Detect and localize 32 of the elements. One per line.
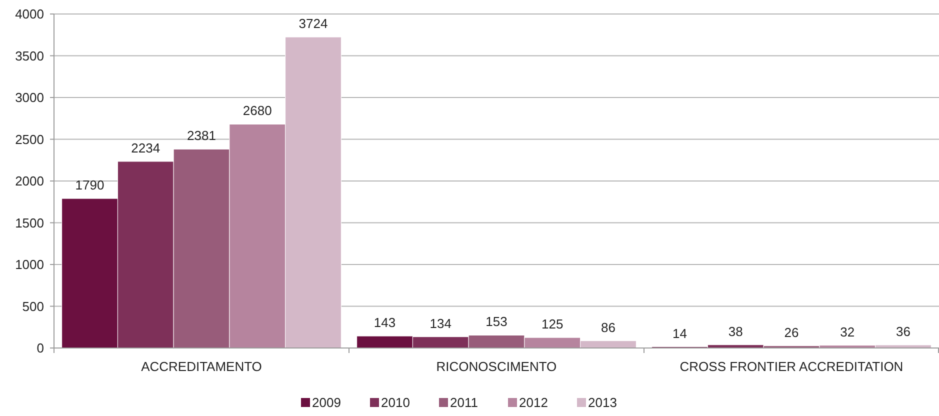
y-tick-label: 4000 — [15, 6, 44, 22]
legend-label: 2013 — [588, 395, 617, 410]
legend-label: 2011 — [450, 395, 478, 410]
y-tick-label: 0 — [36, 340, 44, 356]
data-label: 38 — [728, 324, 743, 339]
data-label: 86 — [601, 320, 616, 335]
y-tick-label: 3500 — [15, 48, 44, 64]
legend-label: 2012 — [519, 395, 548, 410]
data-label: 32 — [840, 324, 855, 340]
legend-label: 2010 — [381, 395, 410, 410]
data-label: 36 — [896, 324, 910, 339]
data-label: 2381 — [187, 128, 216, 144]
y-tick-label: 1500 — [15, 215, 44, 230]
y-tick-label: 3000 — [15, 90, 44, 106]
data-label: 134 — [430, 316, 452, 331]
x-tick-label: RICONOSCIMENTO — [436, 359, 557, 374]
data-label: 3724 — [298, 16, 328, 32]
data-label: 143 — [374, 315, 396, 330]
data-label: 153 — [486, 314, 508, 330]
x-tick-label: CROSS FRONTIER ACCREDITATION — [680, 359, 904, 374]
data-label: 14 — [672, 326, 687, 341]
data-label: 2234 — [131, 140, 160, 156]
data-label: 1790 — [75, 178, 104, 193]
data-label: 26 — [784, 324, 799, 340]
y-tick-label: 500 — [22, 298, 44, 314]
data-label: 2680 — [242, 103, 272, 118]
legend-label: 2009 — [312, 395, 341, 410]
y-tick-label: 1000 — [15, 257, 44, 272]
y-tick-label: 2000 — [15, 174, 44, 189]
x-tick-label: ACCREDITAMENTO — [141, 359, 262, 374]
data-label: 125 — [542, 316, 564, 332]
y-tick-label: 2500 — [15, 132, 44, 147]
